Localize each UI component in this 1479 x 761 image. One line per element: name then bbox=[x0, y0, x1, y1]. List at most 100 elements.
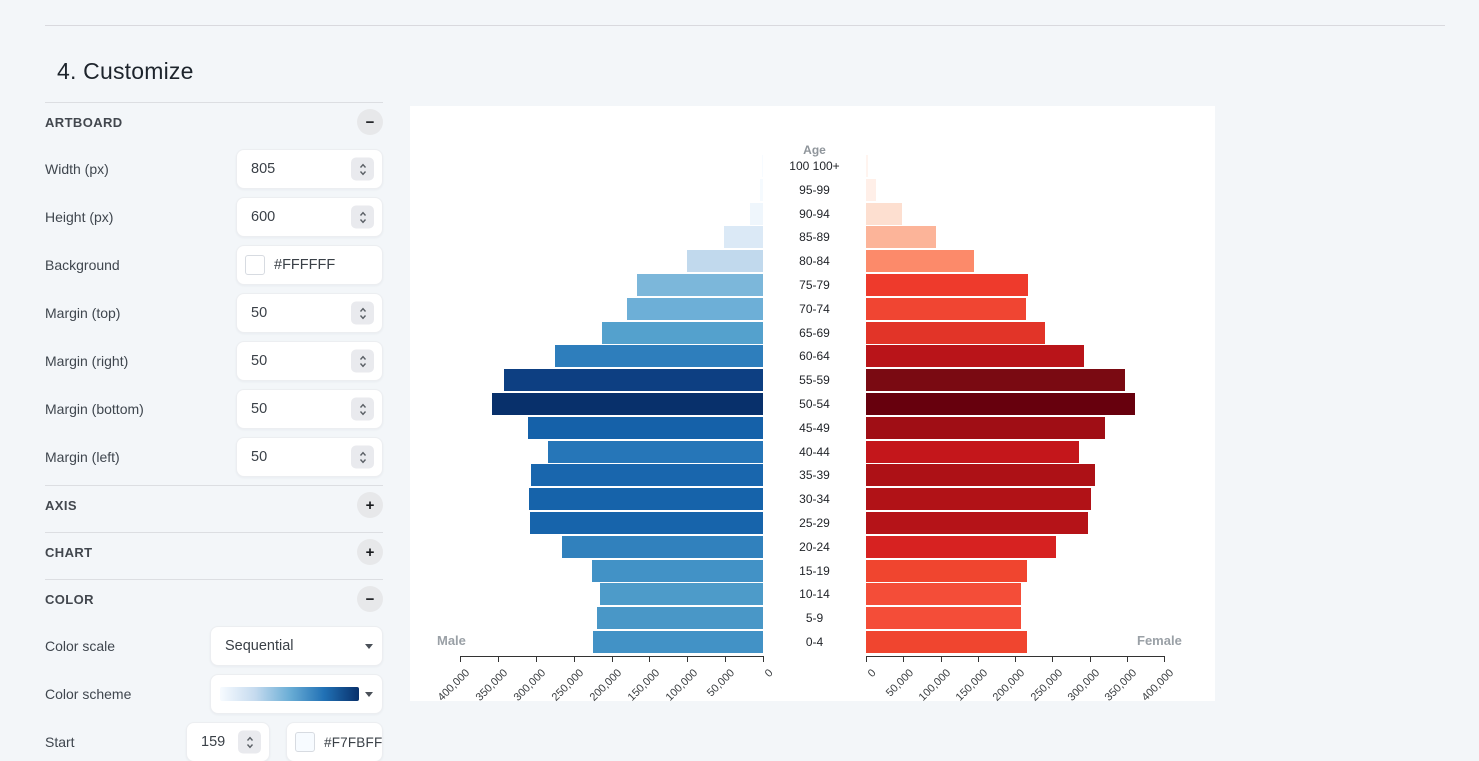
age-label: 15-19 bbox=[799, 563, 830, 578]
axis-tick bbox=[460, 656, 461, 662]
number-stepper[interactable] bbox=[351, 445, 374, 469]
number-stepper[interactable] bbox=[351, 205, 374, 229]
axis-tick bbox=[497, 656, 499, 662]
male-bar bbox=[529, 512, 763, 534]
female-bar bbox=[866, 631, 1027, 653]
number-stepper[interactable] bbox=[351, 157, 374, 181]
age-label: 25-29 bbox=[799, 516, 830, 530]
field-value: 50 bbox=[251, 449, 268, 465]
age-label: 35-39 bbox=[799, 468, 830, 483]
male-bar bbox=[600, 583, 763, 606]
field-value: 805 bbox=[251, 161, 276, 177]
color-scale-dropdown[interactable]: Sequential bbox=[210, 626, 383, 666]
female-bar bbox=[866, 464, 1095, 487]
field-label: Color scheme bbox=[45, 686, 132, 702]
field-label: Margin (top) bbox=[45, 305, 121, 321]
margin-bottom-input[interactable]: 50 bbox=[236, 389, 383, 429]
field-label: Background bbox=[45, 257, 120, 273]
female-bar bbox=[866, 178, 876, 201]
axis-tick bbox=[1126, 656, 1128, 662]
axis-tick-label: 0 bbox=[865, 667, 879, 680]
field-row-margin-left: Margin (left) 50 bbox=[45, 437, 383, 477]
number-stepper[interactable] bbox=[238, 730, 261, 754]
female-bar bbox=[866, 535, 1057, 558]
color-swatch[interactable] bbox=[295, 732, 315, 752]
male-bar bbox=[749, 202, 763, 225]
number-stepper[interactable] bbox=[351, 301, 374, 325]
expand-section-button[interactable]: + bbox=[357, 492, 383, 518]
field-row-margin-bottom: Margin (bottom) 50 bbox=[45, 389, 383, 429]
female-bar bbox=[866, 559, 1027, 582]
female-bar bbox=[866, 416, 1105, 439]
margin-left-input[interactable]: 50 bbox=[236, 437, 383, 477]
female-bar bbox=[866, 155, 869, 177]
customize-panel: ARTBOARD − Width (px) 805 Height (px) 600 Back… bbox=[45, 102, 383, 761]
section-header-axis: AXIS + bbox=[45, 485, 383, 524]
field-label: Width (px) bbox=[45, 161, 109, 177]
axis-tick bbox=[763, 656, 764, 662]
field-label: Start bbox=[45, 734, 75, 750]
age-label: 70-74 bbox=[799, 301, 830, 316]
field-row-margin-right: Margin (right) 50 bbox=[45, 341, 383, 381]
start-color-input[interactable]: #F7FBFF bbox=[286, 722, 383, 761]
field-row-width-px: Width (px) 805 bbox=[45, 149, 383, 189]
height-px-input[interactable]: 600 bbox=[236, 197, 383, 237]
chevron-down-icon bbox=[365, 644, 373, 649]
female-bar bbox=[866, 345, 1084, 368]
axis-tick-label: 300,000 bbox=[511, 667, 549, 704]
width-px-input[interactable]: 805 bbox=[236, 149, 383, 189]
male-bar bbox=[762, 155, 763, 177]
male-bar bbox=[627, 297, 763, 320]
age-label: 55-59 bbox=[799, 373, 830, 388]
axis-tick-label: 0 bbox=[762, 667, 776, 680]
age-label: 100 100+ bbox=[789, 159, 840, 173]
section-label: CHART bbox=[45, 544, 93, 560]
male-bar bbox=[592, 559, 763, 582]
start-input[interactable]: 159 bbox=[186, 722, 270, 761]
age-label: 75-79 bbox=[799, 278, 830, 292]
age-label: 95-99 bbox=[799, 182, 830, 197]
axis-tick-label: 200,000 bbox=[990, 667, 1028, 704]
female-bar bbox=[866, 226, 936, 249]
male-bar bbox=[759, 178, 763, 201]
axis-tick-label: 400,000 bbox=[1139, 667, 1177, 704]
field-value: 50 bbox=[251, 305, 268, 321]
female-bar bbox=[866, 393, 1135, 415]
male-bar bbox=[597, 607, 763, 630]
age-axis-title: Age bbox=[803, 143, 826, 157]
female-bar bbox=[866, 488, 1092, 511]
number-stepper[interactable] bbox=[351, 349, 374, 373]
margin-right-input[interactable]: 50 bbox=[236, 341, 383, 381]
chart-preview-card: Age 100 100+ 95-99 90-94 85-89 80-84 75-79 70-7… bbox=[410, 106, 1215, 704]
field-label: Margin (right) bbox=[45, 353, 129, 369]
section-label: COLOR bbox=[45, 591, 94, 607]
field-row-background: Background #FFFFFF bbox=[45, 245, 383, 285]
male-bar bbox=[602, 321, 763, 344]
male-bar bbox=[636, 274, 763, 296]
axis-tick-label: 200,000 bbox=[587, 667, 624, 704]
age-label: 40-44 bbox=[799, 444, 830, 459]
axis-tick bbox=[866, 656, 867, 662]
color-scheme-dropdown[interactable] bbox=[210, 674, 383, 714]
chevron-down-icon bbox=[365, 692, 373, 697]
collapse-section-button[interactable]: − bbox=[357, 109, 383, 135]
male-bar bbox=[504, 369, 763, 392]
collapse-section-button[interactable]: − bbox=[357, 586, 383, 612]
female-bar bbox=[866, 440, 1079, 463]
axis-tick-label: 100,000 bbox=[916, 667, 953, 704]
female-bar bbox=[866, 583, 1022, 606]
field-value: #F7FBFF bbox=[324, 734, 383, 750]
field-row-color-scheme: Color scheme bbox=[45, 674, 383, 714]
section-header-color: COLOR − bbox=[45, 579, 383, 618]
age-label: 80-84 bbox=[799, 254, 830, 269]
color-swatch[interactable] bbox=[245, 255, 265, 275]
margin-top-input[interactable]: 50 bbox=[236, 293, 383, 333]
expand-section-button[interactable]: + bbox=[357, 539, 383, 565]
background-color-input[interactable]: #FFFFFF bbox=[236, 245, 383, 285]
age-label: 50-54 bbox=[799, 397, 830, 411]
axis-tick bbox=[687, 656, 689, 662]
female-bar bbox=[866, 607, 1022, 630]
field-value: 50 bbox=[251, 353, 268, 369]
field-value: #FFFFFF bbox=[274, 257, 336, 273]
number-stepper[interactable] bbox=[351, 397, 374, 421]
